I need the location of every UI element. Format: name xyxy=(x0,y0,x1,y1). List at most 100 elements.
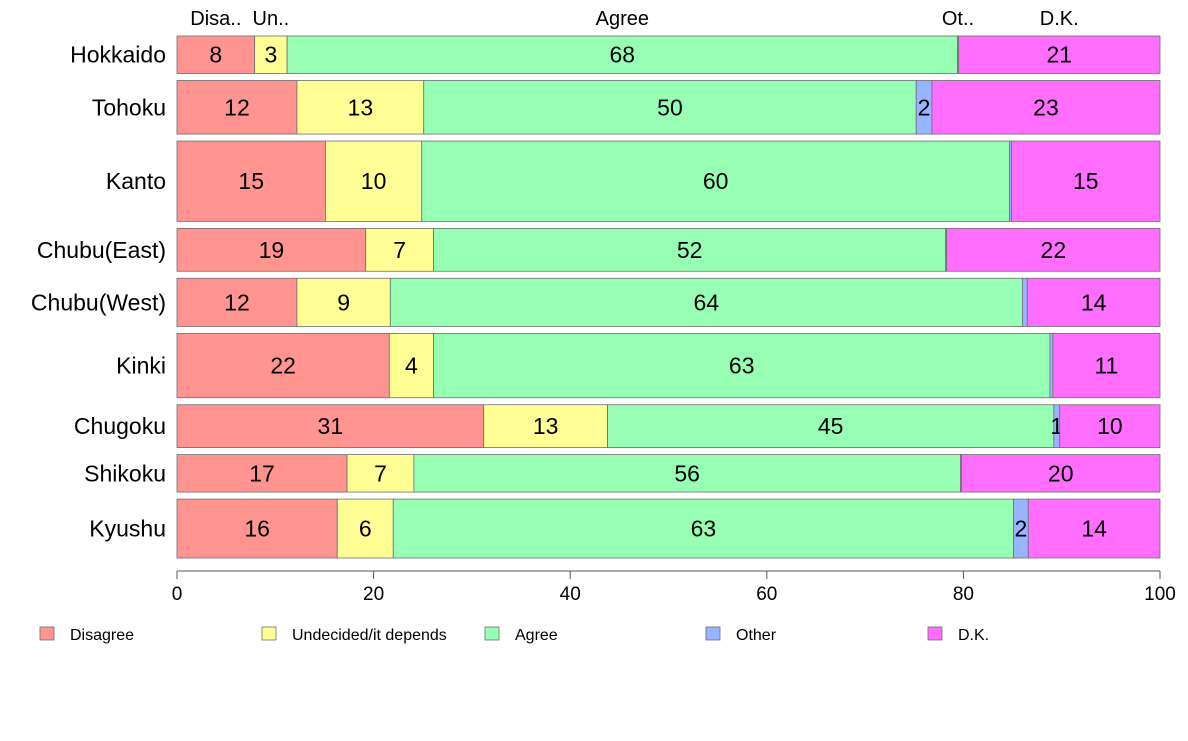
data-label: 10 xyxy=(361,168,387,194)
bar-segment xyxy=(296,277,391,327)
data-label: 15 xyxy=(1073,168,1099,194)
bar-segment xyxy=(176,498,338,559)
legend-label: Undecided/it depends xyxy=(292,627,447,644)
data-label: 14 xyxy=(1081,516,1107,542)
legend-swatch xyxy=(705,626,721,641)
legend-swatch xyxy=(484,626,500,641)
data-label: 2 xyxy=(918,94,931,120)
bar-segment xyxy=(388,333,434,399)
category-label: Chubu(West) xyxy=(31,289,166,315)
data-label: 8 xyxy=(209,42,222,68)
data-label: 7 xyxy=(374,460,387,486)
legend-label: D.K. xyxy=(958,627,989,644)
bar-segment xyxy=(413,454,961,493)
bar-segment xyxy=(176,140,326,222)
data-label: 16 xyxy=(244,516,270,542)
data-label: 7 xyxy=(393,237,406,263)
bar-segment xyxy=(1027,498,1161,559)
series-top-label: Agree xyxy=(596,8,649,30)
bar-segment xyxy=(946,228,1161,272)
series-top-label: Un.. xyxy=(253,8,290,30)
bar-segment xyxy=(433,228,947,272)
bar-segment xyxy=(433,333,1051,399)
bar-segment xyxy=(1052,333,1161,399)
data-label: 60 xyxy=(703,168,729,194)
legend-swatch xyxy=(39,626,55,641)
data-label: 68 xyxy=(610,42,636,68)
data-label: 20 xyxy=(1048,460,1074,486)
bar-segment xyxy=(1026,277,1161,327)
bar-segment xyxy=(1021,277,1028,327)
data-label: 4 xyxy=(405,353,418,379)
category-label: Shikoku xyxy=(84,460,166,486)
category-label: Kyushu xyxy=(89,516,166,542)
data-label: 15 xyxy=(238,168,264,194)
bar-segment xyxy=(1059,404,1161,448)
bar-segment xyxy=(176,404,485,448)
series-top-label: Ot.. xyxy=(942,8,974,30)
data-label: 12 xyxy=(224,289,250,315)
data-label: 63 xyxy=(729,353,755,379)
data-label: 13 xyxy=(348,94,374,120)
data-label: 31 xyxy=(318,413,344,439)
data-label: 12 xyxy=(224,94,250,120)
bar-segment xyxy=(286,35,958,74)
bar-segment xyxy=(296,80,425,135)
bar-segment xyxy=(958,35,1161,74)
data-label: 19 xyxy=(259,237,285,263)
legend-label: Disagree xyxy=(70,627,134,644)
x-tick-label: 80 xyxy=(953,584,974,605)
bar-segment xyxy=(325,140,423,222)
category-label: Kanto xyxy=(106,168,166,194)
data-label: 50 xyxy=(657,94,683,120)
legend-label: Agree xyxy=(515,627,558,644)
category-label: Hokkaido xyxy=(70,42,166,68)
bar-segment xyxy=(607,404,1055,448)
bar-segment xyxy=(423,80,917,135)
data-label: 6 xyxy=(359,516,372,542)
bar-segment xyxy=(961,454,1161,493)
bar-segment xyxy=(176,333,390,399)
x-tick-label: 60 xyxy=(756,584,777,605)
data-label: 3 xyxy=(264,42,277,68)
legend-label: Other xyxy=(736,627,777,644)
category-label: Tohoku xyxy=(92,94,166,120)
bar-segment xyxy=(336,498,394,559)
category-label: Kinki xyxy=(116,353,166,379)
bar-segment xyxy=(254,35,288,74)
bar-segment xyxy=(389,277,1023,327)
bar-segment xyxy=(483,404,608,448)
data-label: 13 xyxy=(533,413,559,439)
data-label: 17 xyxy=(249,460,275,486)
data-label: 2 xyxy=(1015,516,1028,542)
series-top-label: D.K. xyxy=(1040,8,1079,30)
data-label: 22 xyxy=(1041,237,1067,263)
bar-segment xyxy=(176,454,348,493)
bar-segment xyxy=(176,277,298,327)
category-label: Chubu(East) xyxy=(37,237,166,263)
data-label: 63 xyxy=(691,516,717,542)
data-label: 9 xyxy=(337,289,350,315)
x-tick-label: 20 xyxy=(363,584,384,605)
data-label: 56 xyxy=(674,460,700,486)
x-tick-label: 100 xyxy=(1144,584,1176,605)
bar-segment xyxy=(365,228,434,272)
data-label: 22 xyxy=(270,353,296,379)
x-tick-label: 40 xyxy=(560,584,581,605)
bar-segment xyxy=(392,498,1014,559)
series-top-label: Disa.. xyxy=(190,8,241,30)
data-label: 10 xyxy=(1097,413,1123,439)
data-label: 14 xyxy=(1081,289,1107,315)
bar-segment xyxy=(176,228,367,272)
data-label: 64 xyxy=(694,289,720,315)
x-tick-label: 0 xyxy=(172,584,183,605)
bar-segment xyxy=(1049,333,1054,399)
bar-segment xyxy=(421,140,1011,222)
data-label: 21 xyxy=(1046,42,1072,68)
legend-swatch xyxy=(261,626,277,641)
category-label: Chugoku xyxy=(74,413,166,439)
data-label: 45 xyxy=(818,413,844,439)
data-label: 52 xyxy=(677,237,703,263)
legend-swatch xyxy=(927,626,943,641)
